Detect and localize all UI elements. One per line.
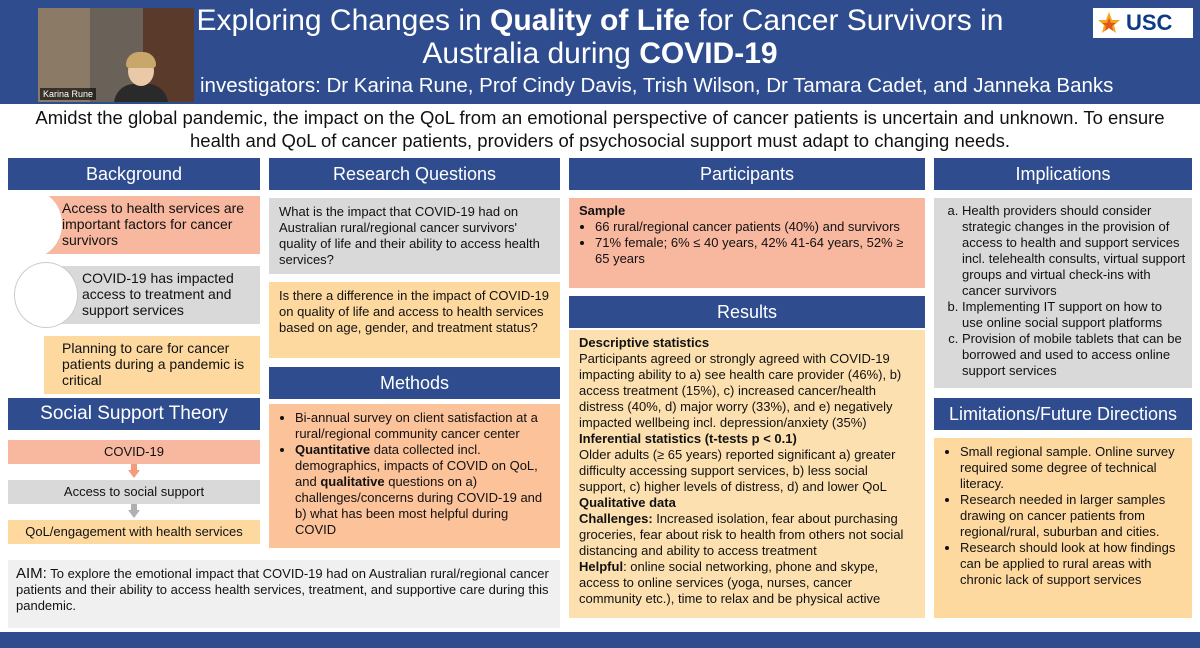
aim-label: AIM: — [16, 565, 47, 582]
descriptive-label: Descriptive statistics — [579, 335, 710, 350]
results-heading: Results — [569, 296, 925, 328]
results-box: Descriptive statistics Participants agre… — [569, 330, 925, 618]
video-presenter-body — [114, 84, 168, 102]
participants-box: Sample 66 rural/regional cancer patients… — [569, 198, 925, 288]
theory-step-3: QoL/engagement with health services — [8, 520, 260, 544]
background-bullet-1 — [0, 190, 62, 258]
challenges-label: Challenges: — [579, 511, 653, 526]
limitations-item-3: Research should look at how findings can… — [960, 540, 1182, 588]
participants-heading: Participants — [569, 158, 925, 190]
header-bar — [0, 0, 1200, 104]
usc-logo-text: USC — [1126, 10, 1173, 35]
methods-quantitative: Quantitative — [295, 442, 371, 457]
challenges-text: Challenges: Increased isolation, fear ab… — [579, 511, 915, 559]
investigators-line: investigators: Dr Karina Rune, Prof Cind… — [200, 74, 1114, 97]
helpful-body: : online social networking, phone and sk… — [579, 559, 881, 606]
title-text-1: Exploring Changes in — [196, 4, 491, 37]
methods-qualitative: qualitative — [320, 474, 385, 489]
background-item-2: COVID-19 has impacted access to treatmen… — [44, 266, 260, 324]
helpful-text: Helpful: online social networking, phone… — [579, 559, 915, 607]
video-presenter-hair — [126, 52, 156, 68]
methods-heading: Methods — [269, 367, 560, 399]
title-bold-1: Quality of Life — [490, 4, 691, 37]
sample-label: Sample — [579, 203, 626, 218]
background-item-1: Access to health services are important … — [44, 196, 260, 254]
background-heading: Background — [8, 158, 260, 190]
intro-statement: Amidst the global pandemic, the impact o… — [35, 107, 1165, 151]
video-bookshelf — [38, 8, 90, 102]
methods-text-2: questions on a) challenges/concerns duri… — [295, 474, 543, 537]
theory-step-1: COVID-19 — [8, 440, 260, 464]
implications-item-1: Health providers should consider strateg… — [962, 203, 1186, 299]
theory-step-2: Access to social support — [8, 480, 260, 504]
research-questions-heading: Research Questions — [269, 158, 560, 190]
methods-box: Bi-annual survey on client satisfaction … — [269, 404, 560, 548]
implications-item-3: Provision of mobile tablets that can be … — [962, 331, 1186, 379]
background-bullet-2 — [14, 262, 78, 328]
challenges-body: Increased isolation, fear about purchasi… — [579, 511, 904, 558]
title-text-2: for Cancer Survivors in — [690, 4, 1004, 37]
descriptive-text: Participants agreed or strongly agreed w… — [579, 351, 902, 430]
research-question-1: What is the impact that COVID-19 had on … — [269, 198, 560, 274]
aim-box: AIM: To explore the emotional impact tha… — [8, 560, 560, 628]
usc-logo: USC — [1093, 8, 1193, 38]
methods-list: Bi-annual survey on client satisfaction … — [279, 410, 550, 538]
implications-list: Health providers should consider strateg… — [940, 203, 1186, 379]
limitations-item-1: Small regional sample. Online survey req… — [960, 444, 1182, 492]
social-support-heading: Social Support Theory — [8, 398, 260, 430]
usc-logo-icon — [1098, 12, 1120, 33]
participants-item-1: 66 rural/regional cancer patients (40%) … — [595, 219, 915, 235]
implications-item-2: Implementing IT support on how to use on… — [962, 299, 1186, 331]
background-item-3: Planning to care for cancer patients dur… — [44, 336, 260, 394]
title-bold-2: COVID-19 — [639, 37, 778, 70]
limitations-list: Small regional sample. Online survey req… — [944, 444, 1182, 588]
research-question-2: Is there a difference in the impact of C… — [269, 282, 560, 358]
presenter-video: Karina Rune — [38, 8, 194, 102]
aim-text: To explore the emotional impact that COV… — [16, 566, 549, 613]
footer-bar — [0, 632, 1200, 648]
limitations-item-2: Research needed in larger samples drawin… — [960, 492, 1182, 540]
down-arrow-icon — [128, 464, 140, 478]
implications-heading: Implications — [934, 158, 1192, 190]
methods-item-2: Quantitative data collected incl. demogr… — [295, 442, 550, 538]
down-arrow-icon — [128, 504, 140, 518]
participants-list: 66 rural/regional cancer patients (40%) … — [579, 219, 915, 267]
background-bullet-3 — [0, 332, 44, 398]
limitations-box: Small regional sample. Online survey req… — [934, 438, 1192, 618]
title-text-3: Australia during — [422, 37, 640, 70]
inferential-label: Inferential statistics (t-tests p < 0.1) — [579, 431, 797, 446]
methods-text-1: data collected incl. demographics, impac… — [295, 442, 538, 489]
inferential-text: Older adults (≥ 65 years) reported signi… — [579, 447, 896, 494]
qualitative-label: Qualitative data — [579, 495, 676, 510]
limitations-heading: Limitations/Future Directions — [934, 398, 1192, 430]
participants-item-2: 71% female; 6% ≤ 40 years, 42% 41-64 yea… — [595, 235, 915, 267]
methods-item-1: Bi-annual survey on client satisfaction … — [295, 410, 550, 442]
poster-title: Exploring Changes in Quality of Life for… — [150, 4, 1050, 70]
video-name-label: Karina Rune — [40, 88, 97, 100]
implications-box: Health providers should consider strateg… — [934, 198, 1192, 388]
helpful-label: Helpful — [579, 559, 624, 574]
